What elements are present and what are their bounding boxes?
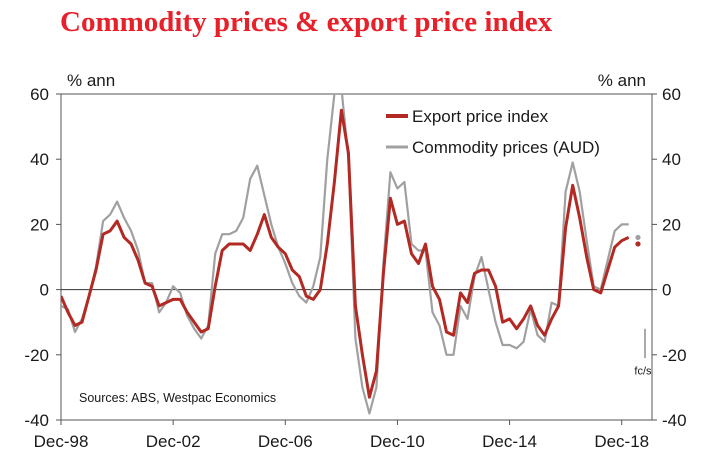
legend: Export price index Commodity prices (AUD) — [386, 107, 600, 157]
x-tick-label: Dec-18 — [594, 432, 649, 451]
plot-frame — [60, 93, 653, 421]
x-tick-label: Dec-02 — [146, 432, 201, 451]
y-tick-label-right: 0 — [662, 281, 671, 300]
y-tick-label-left: 20 — [30, 215, 49, 234]
y-tick-label-right: -20 — [662, 346, 687, 365]
y-tick-label-left: 60 — [30, 85, 49, 104]
y-tick-label-right: 40 — [662, 150, 681, 169]
legend-label: Commodity prices (AUD) — [412, 138, 600, 157]
y-tick-label-right: 60 — [662, 85, 681, 104]
forecast-point — [635, 234, 641, 241]
series-layer — [61, 94, 641, 415]
y-tick-label-right: 20 — [662, 215, 681, 234]
x-tick-label: Dec-98 — [34, 432, 89, 451]
source-note: Sources: ABS, Westpac Economics — [79, 391, 276, 405]
x-tick-label: Dec-06 — [258, 432, 313, 451]
x-tick-label: Dec-10 — [370, 432, 425, 451]
forecast-point — [635, 241, 641, 247]
y-tick-label-left: 0 — [40, 281, 49, 300]
series-line-export-price-index — [61, 108, 630, 399]
forecast-label: fc/s — [634, 365, 652, 377]
y-axis-unit-right: % ann — [598, 71, 646, 90]
legend-label: Export price index — [412, 107, 549, 126]
y-tick-label-left: -20 — [24, 346, 49, 365]
y-tick-label-left: 40 — [30, 150, 49, 169]
chart-title: Commodity prices & export price index — [60, 6, 553, 38]
y-axis-unit-left: % ann — [67, 71, 115, 90]
y-tick-label-left: -40 — [24, 411, 49, 430]
y-tick-label-right: -40 — [662, 411, 687, 430]
x-tick-label: Dec-14 — [482, 432, 537, 451]
notes-layer: Sources: ABS, Westpac Economics fc/s — [79, 328, 652, 405]
axes-layer: -40 -40 -20 -20 0 0 20 20 40 40 60 60 Dec-98 Dec-02 De… — [24, 71, 686, 451]
